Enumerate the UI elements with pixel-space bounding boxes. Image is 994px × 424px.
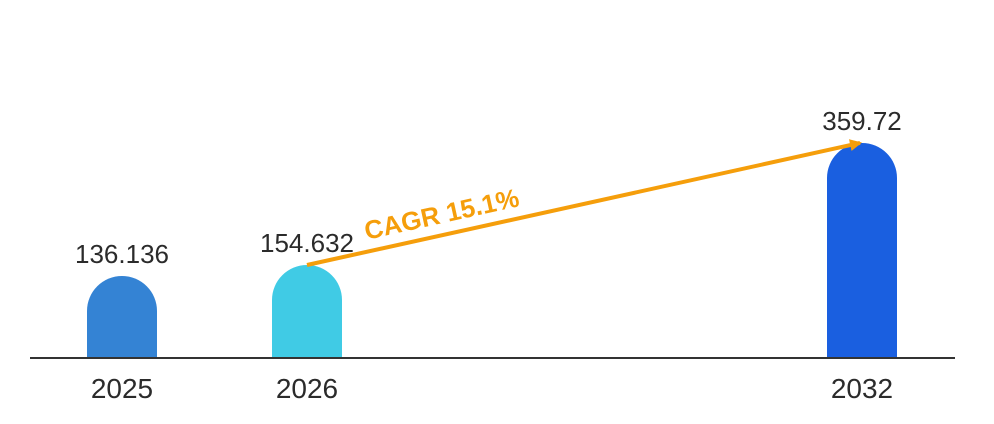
value-label-2026: 154.632 (260, 228, 354, 258)
bars-group (87, 142, 897, 357)
bar-2025 (87, 275, 157, 357)
x-tick-label-2025: 2025 (91, 373, 153, 404)
x-tick-labels-group: 2025 2026 2032 (91, 373, 893, 404)
value-labels-group: 136.136 154.632 359.72 (75, 106, 902, 269)
x-tick-label-2026: 2026 (276, 373, 338, 404)
bar-2032 (827, 142, 897, 357)
value-label-2032: 359.72 (822, 106, 902, 136)
bar-2026 (272, 264, 342, 357)
x-tick-label-2032: 2032 (831, 373, 893, 404)
value-label-2025: 136.136 (75, 239, 169, 269)
cagr-arrow (306, 139, 862, 267)
